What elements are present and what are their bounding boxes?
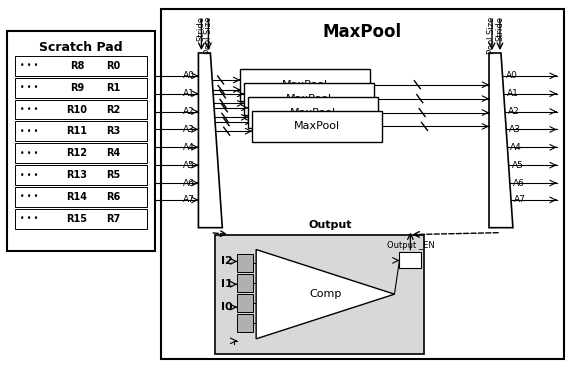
Text: A1: A1 — [507, 89, 519, 98]
Bar — [240, 69, 370, 101]
Text: R15: R15 — [66, 214, 88, 224]
Bar — [237, 294, 253, 312]
Text: A5: A5 — [511, 161, 523, 170]
Text: R0: R0 — [106, 61, 120, 71]
Text: R8: R8 — [70, 61, 84, 71]
Text: Stride: Stride — [197, 16, 206, 41]
Text: • • •: • • • — [20, 105, 38, 114]
Text: I1: I1 — [221, 279, 233, 289]
Text: A3: A3 — [182, 125, 194, 134]
Text: R11: R11 — [66, 127, 88, 137]
Bar — [237, 274, 253, 292]
Bar — [15, 143, 146, 163]
Text: R6: R6 — [106, 192, 120, 202]
Text: R10: R10 — [66, 105, 88, 115]
Bar — [15, 100, 146, 120]
Text: MaxPool: MaxPool — [322, 23, 401, 41]
Text: R3: R3 — [106, 127, 120, 137]
Text: A6: A6 — [513, 178, 525, 188]
Bar — [7, 31, 154, 252]
Text: A0: A0 — [182, 71, 194, 80]
Bar — [15, 165, 146, 185]
Text: A3: A3 — [509, 125, 521, 134]
Text: R5: R5 — [106, 170, 120, 180]
Text: R13: R13 — [66, 170, 88, 180]
Text: • • •: • • • — [20, 61, 38, 70]
Text: A7: A7 — [514, 195, 526, 204]
Bar — [237, 314, 253, 332]
Text: MaxPool: MaxPool — [290, 108, 336, 118]
Polygon shape — [489, 53, 513, 228]
Bar — [237, 255, 253, 272]
Text: Comp: Comp — [309, 289, 341, 299]
Text: A0: A0 — [506, 71, 517, 80]
Text: I0: I0 — [221, 302, 233, 312]
Bar — [15, 56, 146, 76]
Polygon shape — [198, 53, 223, 228]
Text: Pool Size: Pool Size — [204, 16, 213, 54]
Text: • • •: • • • — [20, 214, 38, 223]
Bar — [161, 9, 563, 359]
Text: A4: A4 — [510, 143, 522, 152]
Text: R7: R7 — [106, 214, 120, 224]
Text: Stride: Stride — [495, 16, 505, 41]
Text: • • •: • • • — [20, 192, 38, 201]
Polygon shape — [256, 249, 395, 339]
Text: • • •: • • • — [20, 83, 38, 92]
Text: R14: R14 — [66, 192, 88, 202]
Text: R9: R9 — [70, 83, 84, 93]
Bar — [15, 187, 146, 207]
Text: Output _EN: Output _EN — [387, 240, 434, 249]
Text: R4: R4 — [106, 148, 120, 158]
Bar — [15, 121, 146, 141]
Text: A1: A1 — [182, 89, 194, 98]
Text: • • •: • • • — [20, 171, 38, 179]
Text: R1: R1 — [106, 83, 120, 93]
Text: MaxPool: MaxPool — [282, 80, 328, 90]
Text: R2: R2 — [106, 105, 120, 115]
Text: A4: A4 — [182, 143, 194, 152]
Text: A2: A2 — [508, 107, 520, 116]
Text: Scratch Pad: Scratch Pad — [39, 41, 123, 54]
Text: I2: I2 — [221, 256, 233, 266]
Text: Output: Output — [308, 220, 352, 230]
Text: MaxPool: MaxPool — [286, 94, 332, 104]
Text: A7: A7 — [182, 195, 194, 204]
Text: A6: A6 — [182, 178, 194, 188]
Bar — [15, 78, 146, 98]
Bar — [215, 235, 424, 354]
Bar — [399, 252, 422, 268]
Text: Pool Size: Pool Size — [487, 16, 496, 54]
Text: R12: R12 — [66, 148, 88, 158]
Bar — [252, 111, 382, 142]
Bar — [244, 83, 374, 115]
Text: A2: A2 — [182, 107, 194, 116]
Bar — [248, 97, 378, 128]
Text: MaxPool: MaxPool — [294, 121, 340, 131]
Bar — [15, 209, 146, 229]
Text: A5: A5 — [182, 161, 194, 170]
Text: • • •: • • • — [20, 149, 38, 158]
Text: • • •: • • • — [20, 127, 38, 136]
